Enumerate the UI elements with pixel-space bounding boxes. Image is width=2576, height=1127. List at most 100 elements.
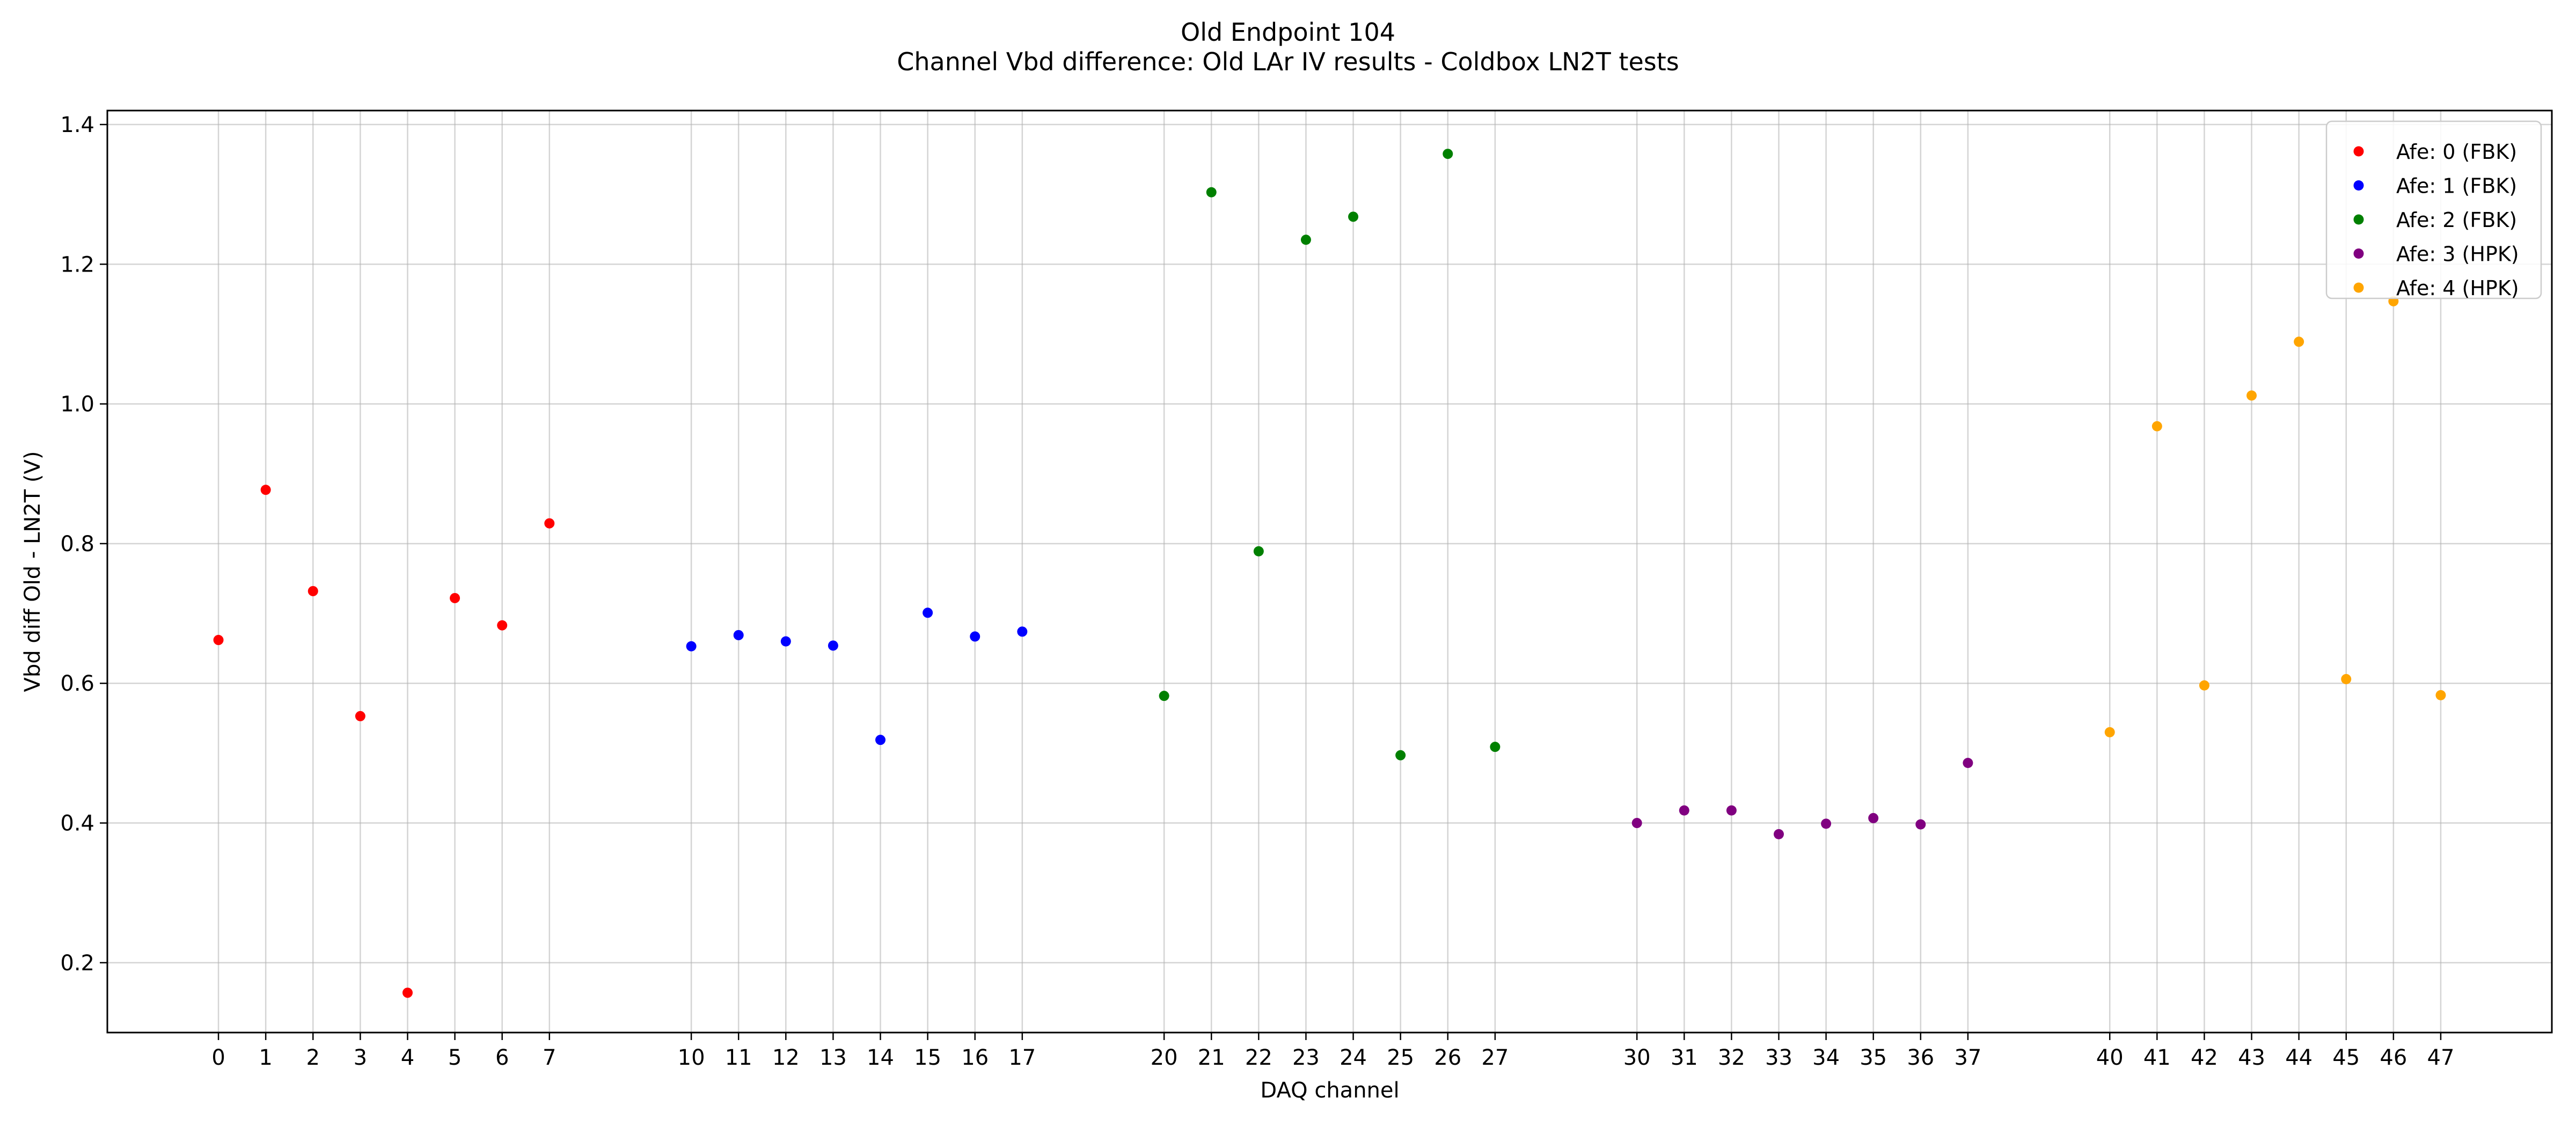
data-point xyxy=(1773,829,1784,839)
legend-marker xyxy=(2353,282,2364,293)
data-point xyxy=(780,636,791,647)
x-tick-label: 11 xyxy=(725,1045,752,1070)
axis-ticks: 0 1 2 3 4 5 6 7 10 11 12 13 14 15 16 17 20 21 22 23 24 25 26 27… xyxy=(60,113,2454,1070)
data-point xyxy=(2151,421,2162,431)
chart-title: Old Endpoint 104 xyxy=(1181,18,1395,47)
x-tick-label: 31 xyxy=(1671,1045,1698,1070)
data-point xyxy=(355,711,365,721)
data-point xyxy=(544,518,555,529)
x-tick-label: 21 xyxy=(1198,1045,1225,1070)
x-tick-label: 27 xyxy=(1481,1045,1509,1070)
x-tick-label: 43 xyxy=(2238,1045,2265,1070)
data-point xyxy=(1300,235,1311,245)
data-point xyxy=(213,635,224,646)
legend-label: Afe: 3 (HPK) xyxy=(2396,243,2519,266)
x-tick-label: 1 xyxy=(259,1045,272,1070)
data-point xyxy=(1017,626,1028,637)
data-point xyxy=(1159,691,1169,701)
x-tick-label: 42 xyxy=(2191,1045,2218,1070)
data-point xyxy=(1206,187,1217,197)
data-point xyxy=(970,631,980,642)
y-tick-label: 1.2 xyxy=(60,252,94,277)
x-tick-label: 25 xyxy=(1387,1045,1414,1070)
x-tick-label: 41 xyxy=(2143,1045,2171,1070)
x-tick-label: 0 xyxy=(211,1045,225,1070)
legend-label: Afe: 0 (FBK) xyxy=(2396,140,2517,164)
x-tick-label: 23 xyxy=(1292,1045,1320,1070)
x-tick-label: 10 xyxy=(678,1045,705,1070)
data-point xyxy=(2435,690,2446,700)
x-tick-label: 45 xyxy=(2332,1045,2360,1070)
legend-marker xyxy=(2353,214,2364,225)
x-tick-label: 32 xyxy=(1718,1045,1745,1070)
x-tick-label: 3 xyxy=(354,1045,367,1070)
legend-label: Afe: 2 (FBK) xyxy=(2396,208,2517,232)
data-point xyxy=(828,640,838,651)
x-tick-label: 15 xyxy=(914,1045,941,1070)
data-point xyxy=(1821,818,1832,829)
data-point xyxy=(1395,750,1406,760)
data-point xyxy=(1679,805,1689,816)
data-point xyxy=(686,641,697,652)
data-point xyxy=(875,735,886,745)
grid-lines xyxy=(107,111,2552,1033)
x-tick-label: 2 xyxy=(306,1045,320,1070)
legend-label: Afe: 1 (FBK) xyxy=(2396,174,2517,198)
data-point xyxy=(308,586,318,596)
data-point xyxy=(1868,813,1879,823)
data-point xyxy=(2104,727,2115,737)
x-tick-label: 36 xyxy=(1907,1045,1934,1070)
data-point xyxy=(2294,336,2304,347)
data-point xyxy=(1348,211,1359,222)
y-tick-label: 0.2 xyxy=(60,951,94,976)
x-tick-label: 33 xyxy=(1765,1045,1792,1070)
data-point xyxy=(1915,819,1926,830)
x-tick-label: 35 xyxy=(1860,1045,1887,1070)
legend-label: Afe: 4 (HPK) xyxy=(2396,276,2519,300)
x-tick-label: 16 xyxy=(961,1045,989,1070)
x-tick-label: 22 xyxy=(1245,1045,1272,1070)
plot-area-frame xyxy=(106,109,2553,1034)
data-point xyxy=(1443,149,1453,159)
legend: Afe: 0 (FBK) Afe: 1 (FBK) Afe: 2 (FBK) Afe:… xyxy=(2325,120,2542,300)
data-point xyxy=(2341,674,2352,684)
legend-marker xyxy=(2353,248,2364,259)
data-point xyxy=(2199,680,2209,691)
legend-box xyxy=(2325,120,2542,299)
x-tick-label: 34 xyxy=(1812,1045,1840,1070)
data-point xyxy=(260,485,271,495)
data-point xyxy=(923,608,933,618)
x-tick-label: 44 xyxy=(2285,1045,2312,1070)
data-point xyxy=(1963,758,1973,769)
data-point xyxy=(1490,742,1501,752)
x-tick-label: 13 xyxy=(819,1045,847,1070)
x-tick-label: 4 xyxy=(401,1045,414,1070)
y-axis-label: Vbd diff Old - LN2T (V) xyxy=(20,451,45,692)
x-tick-label: 5 xyxy=(448,1045,462,1070)
legend-marker xyxy=(2353,180,2364,191)
x-tick-label: 20 xyxy=(1151,1045,1178,1070)
data-point xyxy=(402,987,413,998)
x-tick-label: 40 xyxy=(2096,1045,2124,1070)
x-tick-label: 7 xyxy=(543,1045,556,1070)
x-tick-label: 26 xyxy=(1434,1045,1461,1070)
data-point xyxy=(1631,818,1642,829)
y-tick-label: 0.8 xyxy=(60,532,94,557)
x-tick-label: 24 xyxy=(1340,1045,1367,1070)
data-point xyxy=(497,620,508,631)
data-point xyxy=(733,630,744,640)
x-tick-label: 14 xyxy=(867,1045,894,1070)
y-tick-label: 1.0 xyxy=(60,392,94,417)
chart-subtitle: Channel Vbd difference: Old LAr IV resul… xyxy=(897,47,1679,76)
x-axis-label: DAQ channel xyxy=(1260,1078,1399,1103)
x-tick-label: 17 xyxy=(1008,1045,1036,1070)
x-tick-label: 47 xyxy=(2427,1045,2455,1070)
data-point xyxy=(2246,390,2257,401)
data-point xyxy=(450,592,460,603)
x-tick-label: 37 xyxy=(1954,1045,1981,1070)
x-tick-label: 30 xyxy=(1623,1045,1651,1070)
data-point xyxy=(1726,805,1737,816)
data-point xyxy=(1253,546,1264,557)
